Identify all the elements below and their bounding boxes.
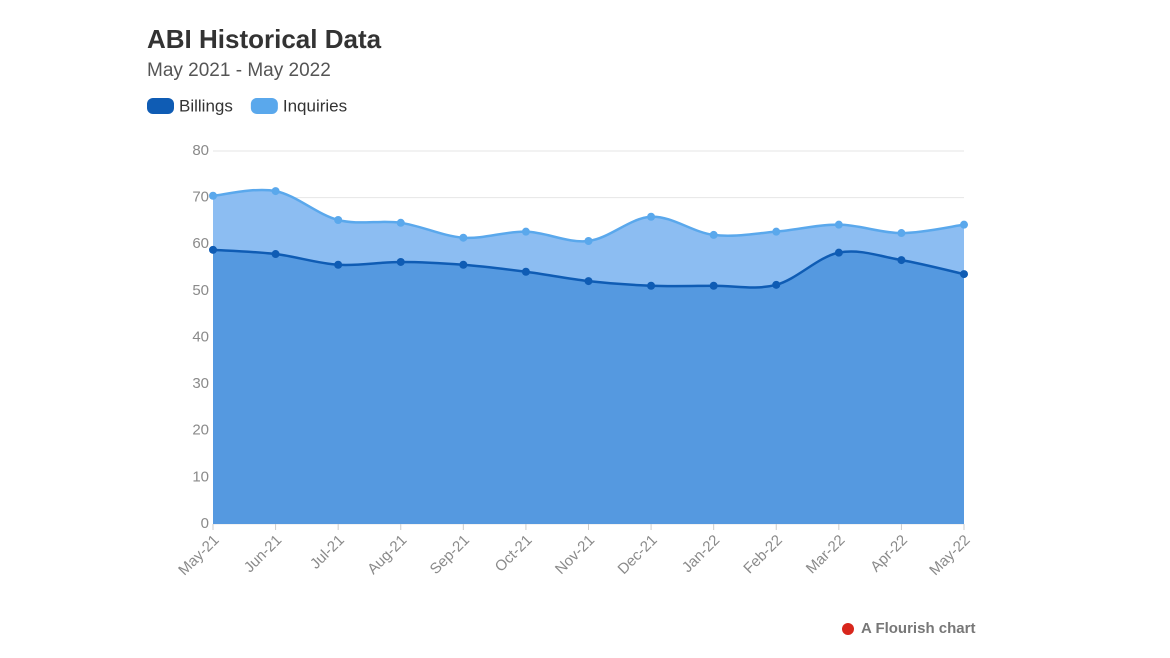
point (396, 218, 405, 227)
point (897, 229, 906, 238)
point (960, 220, 968, 229)
point (709, 230, 718, 239)
point (334, 216, 343, 225)
y-tick-label: 70 (192, 189, 209, 206)
footer[interactable]: A Flourish chart (861, 620, 975, 637)
chart-subtitle: May 2021 - May 2022 (147, 60, 331, 81)
point (897, 256, 906, 265)
x-tick-label: Jan-22 (679, 532, 723, 576)
x-tick-label: Sep-21 (427, 532, 473, 578)
point (459, 233, 468, 242)
point (396, 257, 405, 266)
x-tick-label: May-22 (926, 532, 973, 579)
point (271, 187, 280, 196)
point (271, 250, 280, 259)
x-tick-label: Aug-21 (364, 532, 410, 578)
y-tick-label: 30 (192, 375, 209, 392)
logo (842, 623, 854, 635)
point (521, 267, 530, 276)
x-tick-label: May-21 (175, 532, 222, 579)
legend-label: Billings (179, 96, 233, 115)
y-tick-label: 40 (192, 328, 209, 345)
y-tick-label: 10 (192, 468, 209, 485)
legend-label: Inquiries (283, 96, 347, 115)
point (834, 220, 843, 229)
point (584, 236, 593, 245)
x-tick-label: Feb-22 (740, 532, 786, 578)
y-tick-label: 60 (192, 235, 209, 252)
point (209, 191, 217, 200)
point (334, 260, 343, 269)
point (459, 260, 468, 269)
legend-swatch (250, 98, 278, 114)
point (647, 212, 656, 221)
x-tick-label: Apr-22 (867, 532, 911, 576)
legend-swatch (147, 98, 174, 114)
x-tick-label: Dec-21 (615, 532, 661, 578)
point (772, 280, 781, 289)
point (834, 248, 843, 257)
y-tick-label: 0 (201, 515, 209, 532)
x-tick-label: Mar-22 (803, 532, 849, 578)
point (584, 277, 593, 286)
point (521, 227, 530, 236)
x-tick-label: Jul-21 (307, 532, 348, 573)
y-tick-label: 20 (192, 422, 209, 439)
x-tick-label: Oct-21 (492, 532, 536, 576)
point (647, 281, 656, 290)
area (213, 249, 964, 524)
legend: Billings Inquiries (147, 96, 347, 115)
chart-title: ABI Historical Data (147, 24, 382, 54)
point (709, 281, 718, 290)
point (772, 227, 781, 236)
x-tick-label: Jun-21 (241, 532, 285, 576)
point (960, 270, 968, 279)
y-tick-label: 80 (192, 142, 209, 159)
y-tick-label: 50 (192, 282, 209, 299)
point (209, 245, 217, 254)
plot (209, 187, 968, 524)
x-tick-label: Nov-21 (552, 532, 598, 578)
